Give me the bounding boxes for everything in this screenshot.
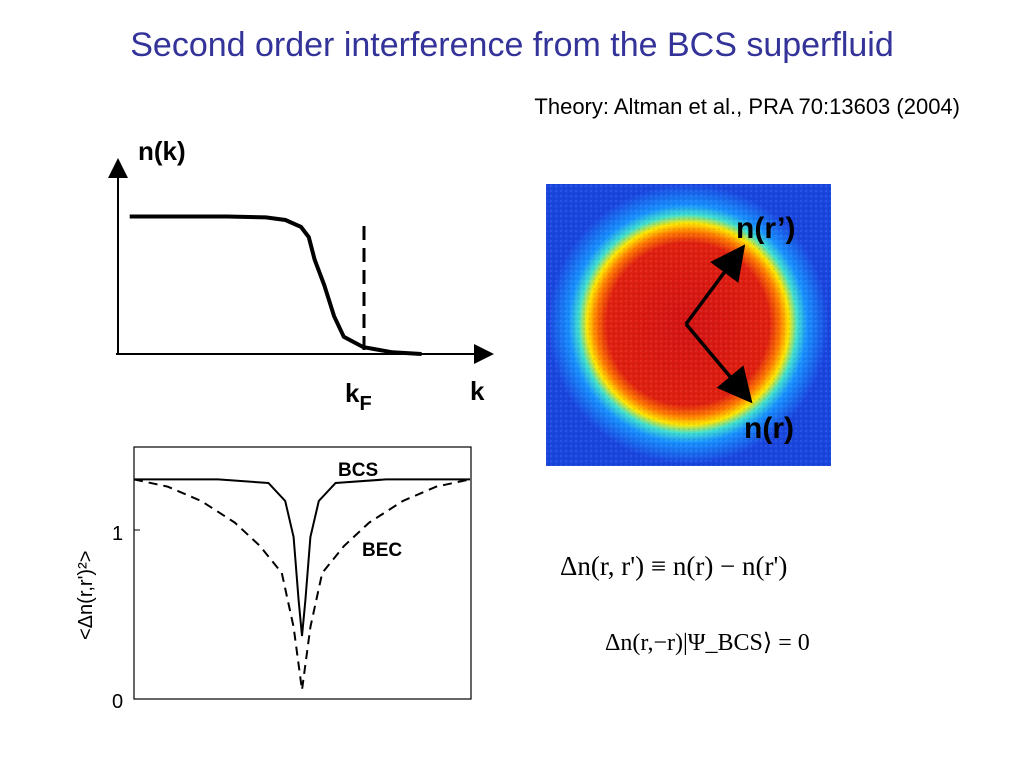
arrow-r bbox=[684, 322, 753, 404]
nk-ylabel: n(k) bbox=[138, 136, 186, 166]
citation: Theory: Altman et al., PRA 70:13603 (200… bbox=[534, 94, 960, 119]
bec-label: BEC bbox=[362, 540, 402, 561]
bcs-series-line bbox=[134, 478, 470, 637]
corr-ylabel: <Δn(r,r')²> bbox=[75, 551, 97, 640]
bec-series-line bbox=[133, 478, 471, 691]
corr-ytick-label-0: 0 bbox=[112, 691, 123, 713]
slide-title: Second order interference from the BCS s… bbox=[130, 26, 894, 64]
corr-frame bbox=[133, 446, 472, 700]
equation-1: Δn(r, r') ≡ n(r) − n(r') bbox=[560, 551, 787, 581]
label-n-r: n(r) bbox=[744, 412, 794, 445]
nk-curve bbox=[129, 214, 422, 356]
nk-xlabel: k bbox=[470, 376, 485, 406]
arrow-r-prime bbox=[684, 244, 746, 326]
bcs-label: BCS bbox=[338, 460, 378, 481]
equation-2: Δn(r,−r)|Ψ_BCS⟩ = 0 bbox=[605, 630, 810, 656]
corr-ytick-label-1: 1 bbox=[112, 523, 123, 545]
kf-label: kF bbox=[345, 378, 372, 415]
label-n-r-prime: n(r’) bbox=[736, 212, 795, 245]
